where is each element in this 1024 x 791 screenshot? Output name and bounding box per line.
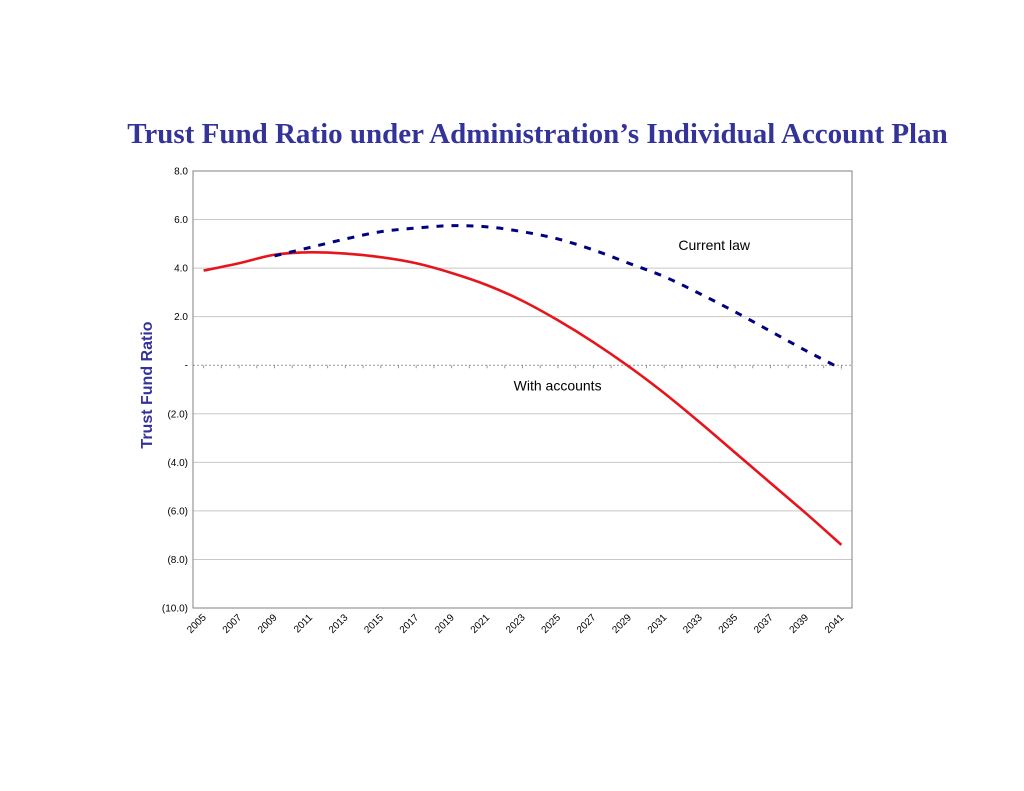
x-tick-label: 2029 (610, 612, 634, 636)
annotation-current-law: Current law (678, 237, 750, 253)
x-tick-label: 2015 (362, 612, 386, 636)
x-tick-label: 2025 (540, 612, 564, 636)
x-tick-label: 2023 (504, 612, 528, 636)
y-axis-ticks: 8.0 6.0 4.0 2.0 - (2.0) (4.0) (6.0) (8.0) (10.0) (162, 167, 189, 615)
annotation-with-accounts: With accounts (514, 378, 602, 394)
x-tick-label: 2017 (398, 612, 422, 636)
y-tick-label: 2.0 (174, 312, 188, 323)
y-tick-label: 8.0 (174, 167, 188, 178)
y-tick-label: (8.0) (167, 555, 188, 566)
x-tick-label: 2005 (185, 612, 209, 636)
x-tick-label: 2027 (575, 612, 599, 636)
y-tick-label: (6.0) (167, 506, 188, 517)
annotations: Current law With accounts (514, 237, 751, 394)
x-tick-label: 2009 (256, 612, 280, 636)
x-tick-label: 2039 (788, 612, 812, 636)
x-tick-label: 2033 (681, 612, 705, 636)
plot-frame (192, 170, 853, 609)
x-tick-label: 2019 (433, 612, 457, 636)
chart-title: Trust Fund Ratio under Administration’s … (127, 118, 948, 150)
gridlines (193, 219, 852, 560)
x-tick-label: 2041 (823, 612, 847, 636)
x-minor-ticks (203, 365, 842, 369)
x-tick-label: 2037 (752, 612, 776, 636)
y-tick-label: (10.0) (162, 604, 188, 615)
x-tick-label: 2011 (292, 612, 315, 635)
current-law-line (274, 224, 843, 371)
y-tick-label: - (185, 361, 188, 372)
x-tick-label: 2013 (327, 612, 351, 636)
with-accounts-line (203, 250, 843, 546)
x-axis-ticks: 2005 2007 2009 2011 2013 2015 2017 2019 2021 2023… (185, 612, 847, 636)
series-lines (203, 224, 843, 546)
y-tick-label: (4.0) (167, 458, 188, 469)
x-tick-label: 2007 (221, 612, 245, 636)
y-tick-label: (2.0) (167, 409, 188, 420)
y-tick-label: 6.0 (174, 215, 188, 226)
y-tick-label: 4.0 (174, 264, 188, 275)
y-axis-label: Trust Fund Ratio (139, 321, 156, 448)
x-tick-label: 2021 (469, 612, 493, 636)
x-tick-label: 2035 (717, 612, 741, 636)
x-tick-label: 2031 (646, 612, 670, 636)
